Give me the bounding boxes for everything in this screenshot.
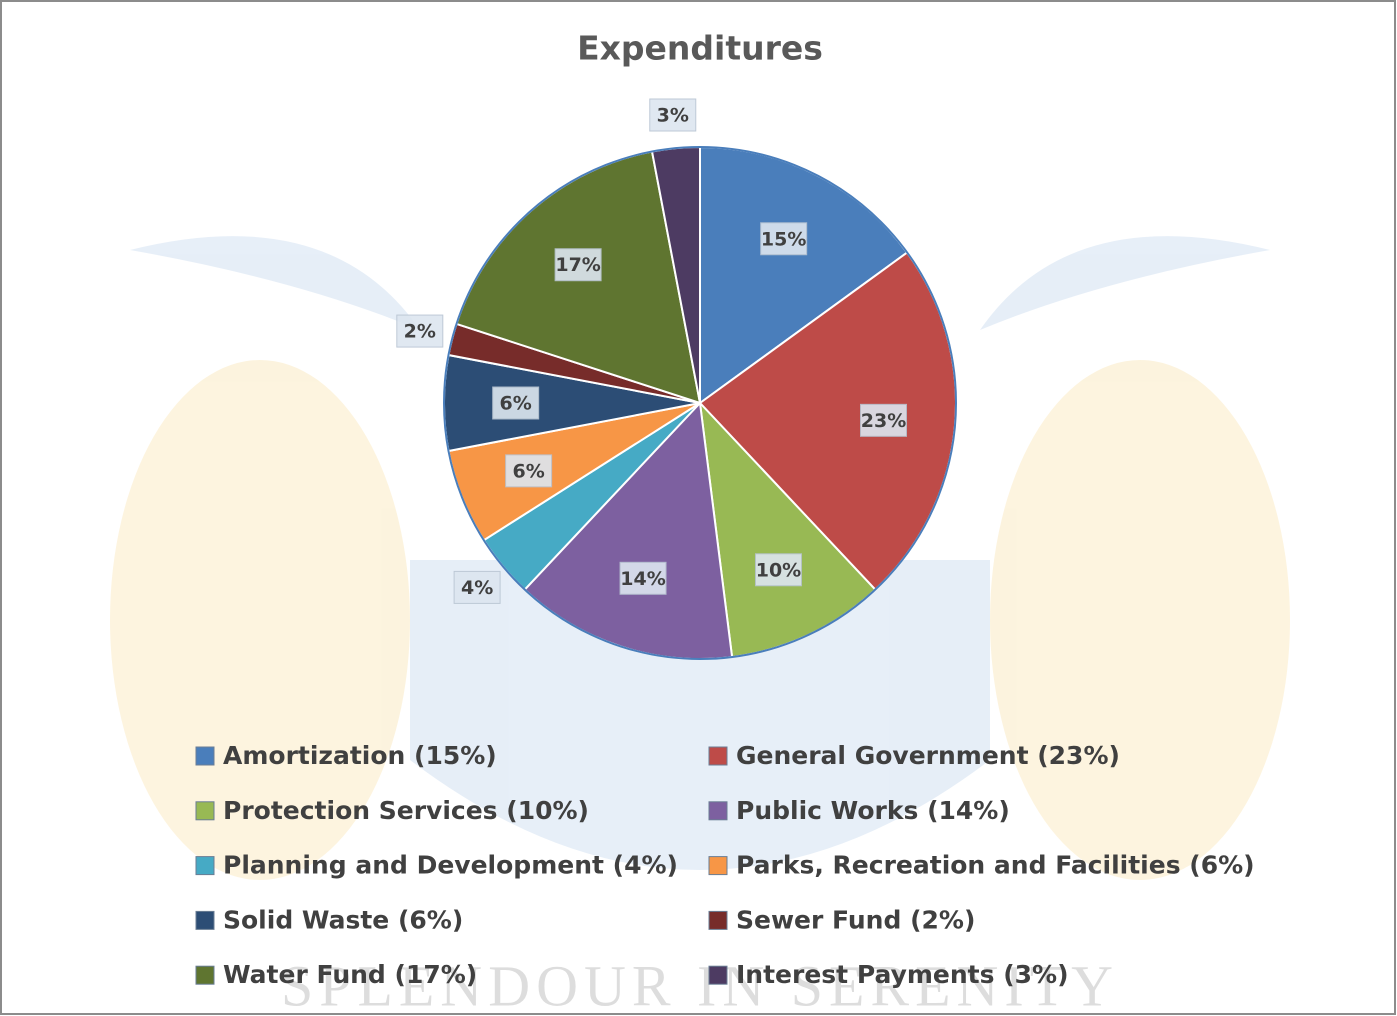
data-label-box bbox=[554, 248, 602, 282]
legend-swatch bbox=[708, 801, 728, 821]
legend-label: General Government (23%) bbox=[736, 741, 1120, 770]
data-label: 3% bbox=[657, 105, 689, 127]
data-label-box bbox=[760, 222, 808, 256]
legend-label: Planning and Development (4%) bbox=[223, 851, 678, 880]
legend-swatch bbox=[195, 910, 215, 930]
data-label-box bbox=[453, 570, 501, 604]
legend-swatch bbox=[195, 965, 215, 985]
legend-swatch bbox=[708, 965, 728, 985]
legend-label: Amortization (15%) bbox=[223, 741, 497, 770]
data-label-box bbox=[396, 314, 444, 348]
data-label-box bbox=[505, 454, 553, 488]
watermark-emblem bbox=[110, 236, 1290, 880]
legend-swatch bbox=[708, 856, 728, 876]
pie-outline bbox=[443, 146, 957, 660]
data-label-box bbox=[754, 553, 802, 587]
legend-swatch bbox=[195, 801, 215, 821]
data-label: 6% bbox=[512, 460, 544, 482]
legend-label: Protection Services (10%) bbox=[223, 796, 589, 825]
legend-swatch bbox=[195, 746, 215, 766]
legend: Amortization (15%) General Government (23… bbox=[195, 741, 1255, 989]
data-label-box bbox=[649, 98, 697, 132]
data-label: 4% bbox=[461, 577, 493, 599]
data-label-box bbox=[619, 561, 667, 595]
data-label: 14% bbox=[620, 568, 665, 590]
data-label: 10% bbox=[756, 559, 801, 581]
legend-swatch bbox=[708, 746, 728, 766]
legend-label: Parks, Recreation and Facilities (6%) bbox=[736, 851, 1255, 880]
chart-title: Expenditures bbox=[577, 29, 823, 68]
legend-label: Interest Payments (3%) bbox=[736, 960, 1069, 989]
data-labels: 15% 23% 10% 14% 4% 6% 6% 2% 17% 3% bbox=[396, 98, 908, 604]
data-label: 6% bbox=[500, 393, 532, 415]
data-label-box bbox=[492, 386, 540, 420]
legend-label: Solid Waste (6%) bbox=[223, 905, 463, 934]
legend-swatch bbox=[708, 910, 728, 930]
data-label-box bbox=[860, 403, 908, 437]
data-label: 15% bbox=[761, 228, 806, 250]
watermark-motto: SPLENDOUR IN SERENITY bbox=[281, 953, 1119, 1016]
legend-label: Water Fund (17%) bbox=[223, 960, 477, 989]
legend-label: Public Works (14%) bbox=[736, 796, 1010, 825]
legend-label: Sewer Fund (2%) bbox=[736, 905, 975, 934]
data-label: 17% bbox=[555, 254, 600, 276]
data-label: 23% bbox=[861, 410, 906, 432]
data-label: 2% bbox=[404, 321, 436, 343]
legend-swatch bbox=[195, 856, 215, 876]
